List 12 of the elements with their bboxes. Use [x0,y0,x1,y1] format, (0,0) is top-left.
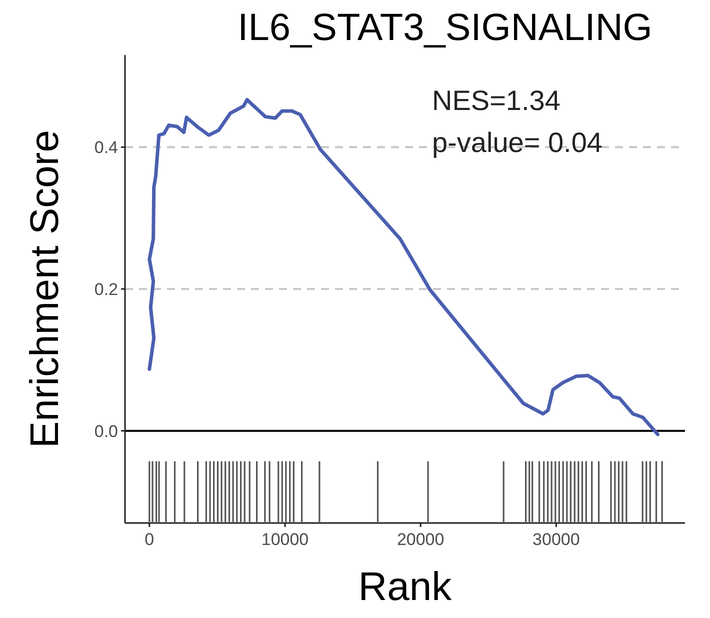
y-tick-label: 0.0 [94,422,118,441]
y-tick-label: 0.4 [94,138,118,158]
x-tick-label: 10000 [261,530,309,549]
x-tick-label: 30000 [532,530,580,549]
y-axis-title: Enrichment Score [23,130,67,448]
chart-title: IL6_STAT3_SIGNALING [238,7,652,49]
annotation: p-value= 0.04 [432,127,602,158]
x-axis-title: Rank [358,565,453,609]
x-tick-label: 20000 [396,530,444,549]
annotation: NES=1.34 [432,85,560,116]
y-tick-label: 0.2 [94,280,118,299]
x-tick-label: 0 [144,530,154,549]
